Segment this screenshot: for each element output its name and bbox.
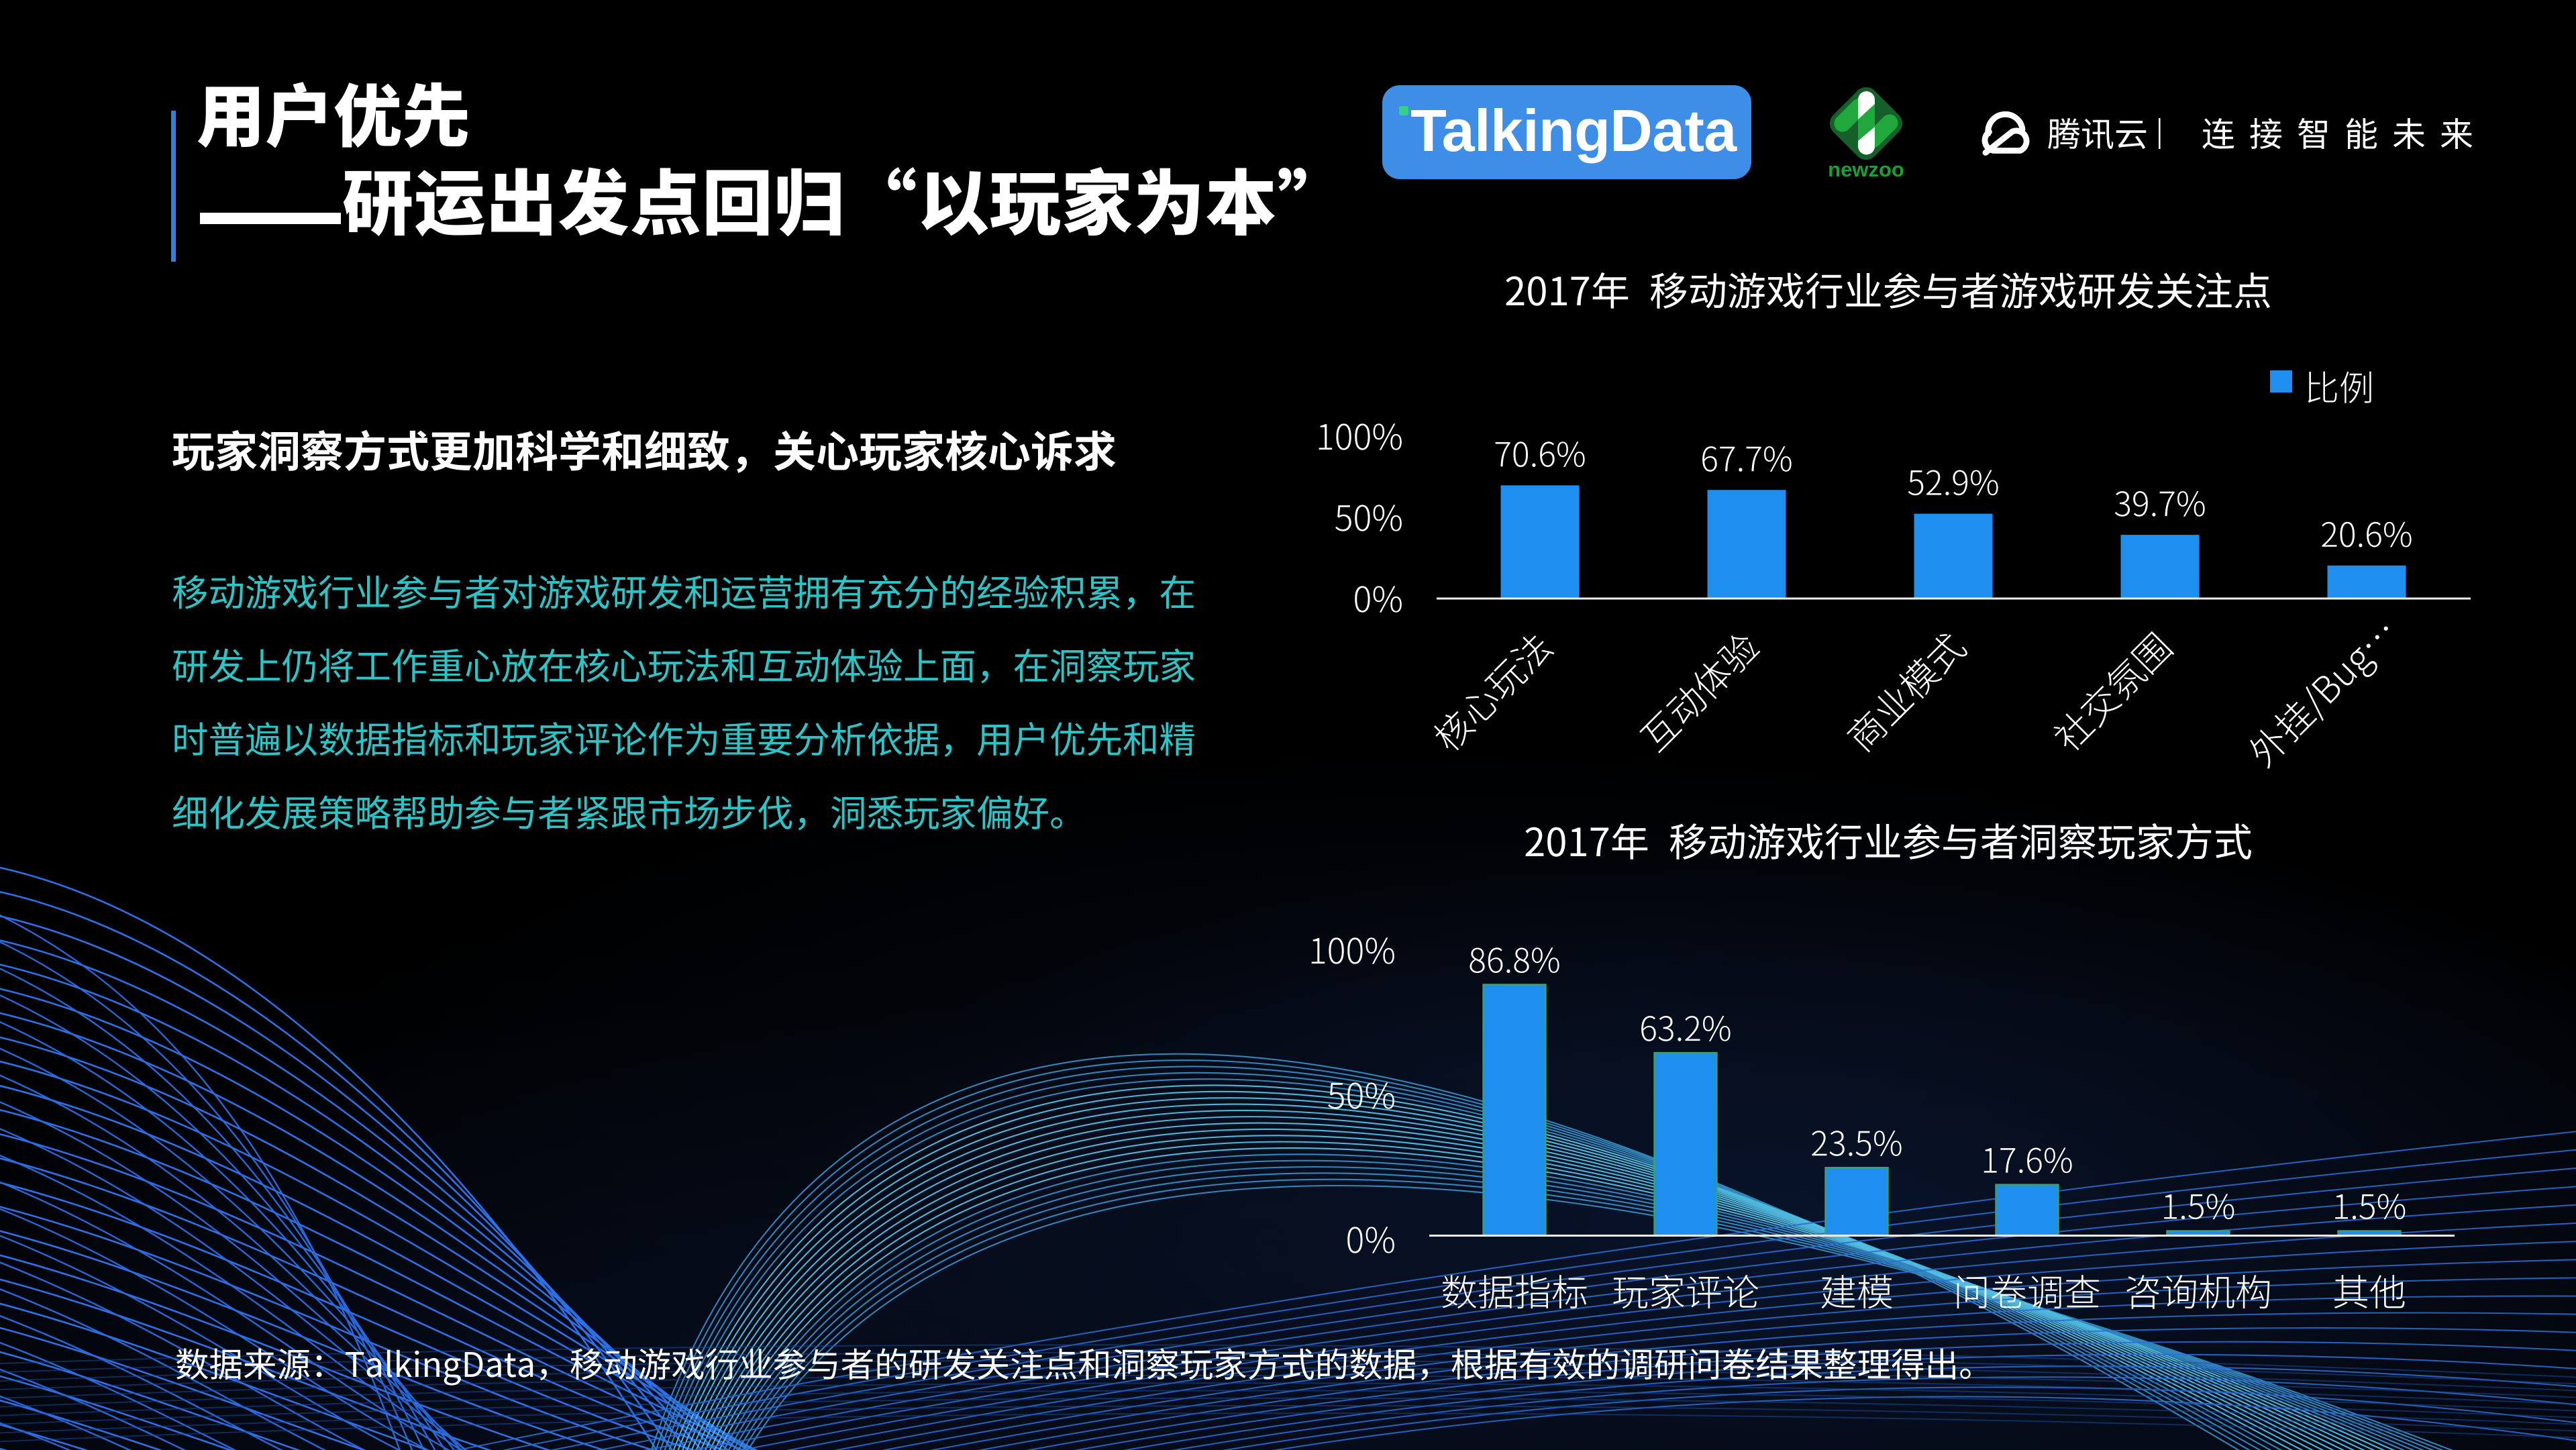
svg-text:newzoo: newzoo [1828, 158, 1904, 181]
svg-text:TalkingData: TalkingData [1410, 97, 1737, 164]
